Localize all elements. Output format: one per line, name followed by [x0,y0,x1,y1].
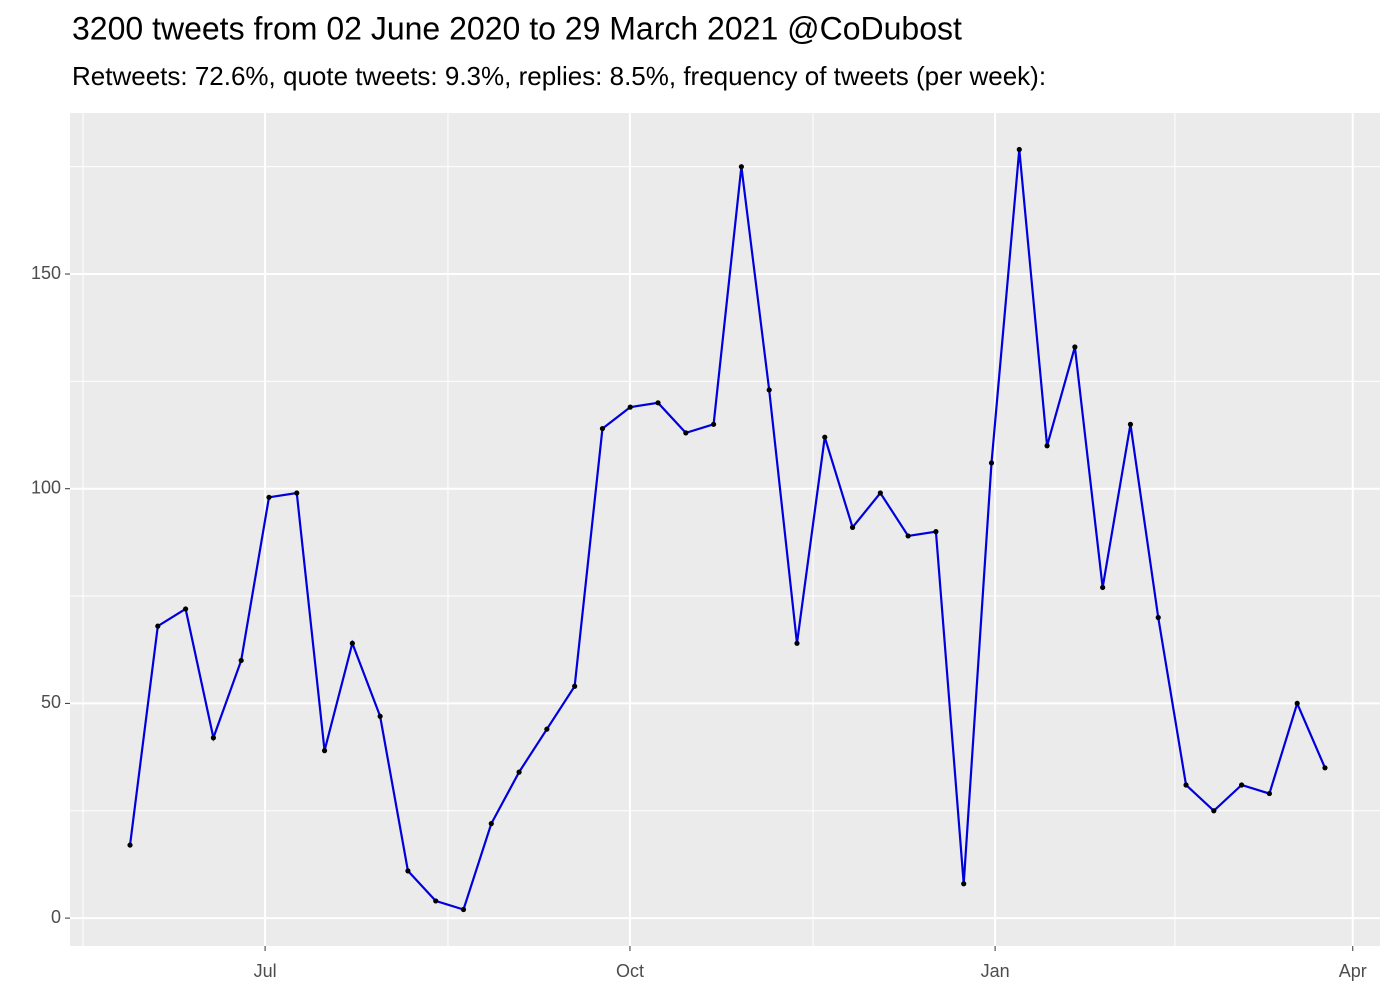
x-tick-label: Jul [254,961,277,981]
data-point [294,490,300,496]
x-tick-label: Apr [1339,961,1367,981]
data-point [683,430,689,436]
x-tick-label: Oct [616,961,644,981]
data-point [572,683,578,689]
data-point [794,640,800,646]
data-point [155,623,161,629]
data-point [488,821,494,827]
data-point [1211,808,1217,814]
y-tick-label: 150 [31,263,61,283]
data-point [321,748,328,754]
data-point [238,657,244,664]
data-point [1155,614,1161,621]
x-tick-label: Jan [981,961,1010,981]
data-point [183,606,189,612]
data-point [433,898,439,904]
data-point [877,490,883,496]
data-point [627,404,633,410]
data-point [933,529,939,535]
data-point [1239,782,1245,788]
data-point [1072,344,1078,350]
data-point [1266,790,1272,797]
data-point [127,842,133,848]
data-point [349,640,355,646]
data-point [988,460,995,466]
series-line [128,149,1326,911]
data-point [738,164,744,170]
panel [70,113,1380,946]
y-tick-label: 0 [51,907,61,927]
data-point [1016,146,1022,153]
data-point [1044,443,1050,449]
y-tick-label: 50 [41,692,61,712]
data-point [377,713,383,719]
data-point [266,494,272,500]
data-point [460,906,467,913]
data-point [655,400,661,406]
data-point [544,726,550,732]
data-point [961,881,967,887]
data-point [711,421,717,427]
chart-subtitle: Retweets: 72.6%, quote tweets: 9.3%, rep… [72,61,1046,91]
data-point [405,868,411,874]
data-point [210,735,216,741]
data-point [1322,765,1328,771]
data-point [905,533,911,539]
data-point [516,769,522,775]
chart-title: 3200 tweets from 02 June 2020 to 29 Marc… [72,10,962,46]
data-point [1183,782,1189,788]
data-point [849,524,856,530]
data-point [599,425,606,432]
data-point [766,387,772,393]
data-point [1127,421,1134,427]
data-point [1294,700,1300,706]
data-point [1100,584,1106,591]
y-tick-label: 100 [31,477,61,497]
data-point [822,434,828,440]
